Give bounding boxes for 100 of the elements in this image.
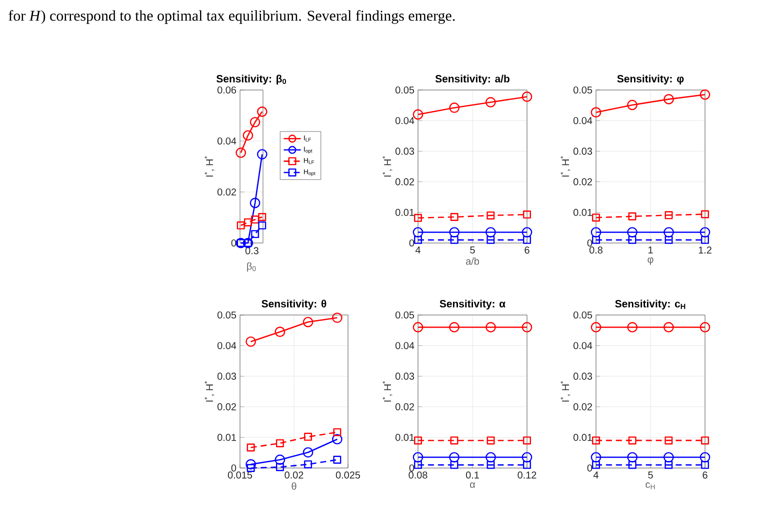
y-tick-label: 0.04 bbox=[217, 342, 236, 350]
y-axis-title: I$^{*}$, H$^{*}$ bbox=[204, 381, 214, 402]
point bbox=[590, 107, 602, 118]
x-tick-label: 4 bbox=[415, 246, 420, 254]
point bbox=[256, 149, 268, 160]
point bbox=[485, 227, 496, 238]
point bbox=[256, 106, 268, 117]
y-tick-label: 0.04 bbox=[573, 342, 592, 350]
point bbox=[246, 459, 256, 470]
point bbox=[663, 452, 674, 462]
point bbox=[701, 460, 709, 469]
y-tick-label: 0.05 bbox=[217, 311, 236, 319]
point bbox=[522, 452, 532, 462]
point bbox=[628, 236, 636, 244]
point bbox=[522, 322, 532, 332]
point bbox=[242, 130, 254, 141]
chart-title: Sensitivity: θ bbox=[262, 300, 326, 310]
point bbox=[627, 322, 638, 332]
point bbox=[251, 216, 260, 224]
x-axis-title: a/b bbox=[466, 257, 480, 265]
x-tick-label: 0.12 bbox=[518, 472, 536, 479]
point bbox=[449, 452, 460, 462]
point bbox=[701, 436, 709, 444]
point bbox=[701, 210, 709, 218]
point bbox=[250, 198, 260, 208]
point bbox=[700, 227, 710, 238]
point bbox=[449, 227, 460, 238]
point bbox=[258, 221, 266, 230]
y-tick-label: 0 bbox=[231, 239, 236, 247]
x-tick-label: 5 bbox=[648, 472, 653, 478]
point bbox=[246, 464, 255, 472]
point bbox=[486, 322, 496, 332]
point bbox=[523, 236, 531, 244]
point bbox=[590, 227, 602, 238]
y-tick-label: 0.03 bbox=[395, 372, 414, 380]
x-tick-label: 6 bbox=[702, 472, 708, 479]
point bbox=[627, 227, 638, 238]
y-tick-label: 0.03 bbox=[395, 148, 414, 155]
x-axis-title: φ bbox=[648, 257, 654, 265]
x-tick-label: 0.015 bbox=[228, 472, 252, 479]
point bbox=[700, 89, 710, 100]
point bbox=[628, 212, 636, 220]
point bbox=[627, 100, 638, 110]
point bbox=[236, 221, 245, 230]
point bbox=[332, 434, 342, 444]
point bbox=[236, 148, 246, 158]
point bbox=[700, 452, 710, 462]
point bbox=[302, 447, 314, 458]
y-tick-label: 0 bbox=[587, 239, 592, 247]
x-tick-label: 0.02 bbox=[284, 472, 304, 479]
y-tick-label: 0.04 bbox=[395, 342, 414, 350]
y-tick-label: 0 bbox=[231, 464, 236, 472]
y-tick-label: 0 bbox=[409, 464, 414, 472]
point bbox=[276, 439, 284, 448]
point bbox=[486, 211, 495, 220]
y-tick-label: 0.03 bbox=[217, 372, 236, 380]
x-axis-title: θ bbox=[292, 482, 296, 490]
y-tick-label: 0.06 bbox=[217, 86, 236, 94]
point bbox=[523, 460, 531, 469]
y-tick-label: 0.01 bbox=[217, 434, 236, 441]
y-tick-label: 0.04 bbox=[217, 137, 236, 145]
x-tick-label: 0.8 bbox=[589, 246, 602, 254]
y-tick-label: 0.02 bbox=[217, 403, 236, 410]
y-tick-label: 0.04 bbox=[573, 117, 592, 124]
y-tick-label: 0.02 bbox=[395, 178, 414, 186]
point bbox=[304, 432, 312, 441]
point bbox=[333, 456, 342, 464]
point bbox=[700, 322, 710, 332]
point bbox=[276, 463, 284, 472]
y-axis-title: I$^{*}$, H$^{*}$ bbox=[204, 156, 214, 177]
chart-title: Sensitivity: β$_{0}$ bbox=[216, 74, 286, 84]
y-tick-label: 0.01 bbox=[395, 208, 414, 216]
y-tick-label: 0.01 bbox=[395, 434, 414, 441]
x-tick-label: 1.2 bbox=[698, 246, 712, 254]
point bbox=[302, 316, 314, 328]
point bbox=[664, 236, 673, 244]
chart-title: Sensitivity: φ bbox=[617, 74, 684, 84]
point bbox=[486, 236, 495, 244]
y-tick-label: 0.05 bbox=[573, 86, 592, 94]
point bbox=[246, 336, 256, 347]
chart-title: Sensitivity: c$_{H}$ bbox=[615, 300, 686, 310]
point bbox=[522, 92, 532, 102]
y-axis-title: I$^{*}$, H$^{*}$ bbox=[560, 156, 570, 177]
x-axis-title: β$_{0}$ bbox=[247, 262, 256, 272]
x-tick-label: 1 bbox=[648, 246, 653, 254]
y-tick-label: 0.05 bbox=[395, 86, 414, 94]
point bbox=[449, 102, 460, 113]
point bbox=[251, 230, 260, 238]
x-tick-label: 0.1 bbox=[466, 472, 479, 479]
point bbox=[590, 452, 602, 462]
point bbox=[332, 312, 342, 323]
x-tick-label: 0.08 bbox=[408, 472, 428, 479]
point bbox=[523, 210, 531, 219]
point bbox=[258, 213, 266, 221]
point bbox=[592, 460, 600, 469]
y-tick-label: 0 bbox=[587, 464, 592, 472]
point bbox=[449, 322, 460, 332]
point bbox=[664, 436, 673, 444]
y-tick-label: 0.01 bbox=[573, 434, 592, 441]
point bbox=[414, 436, 422, 444]
